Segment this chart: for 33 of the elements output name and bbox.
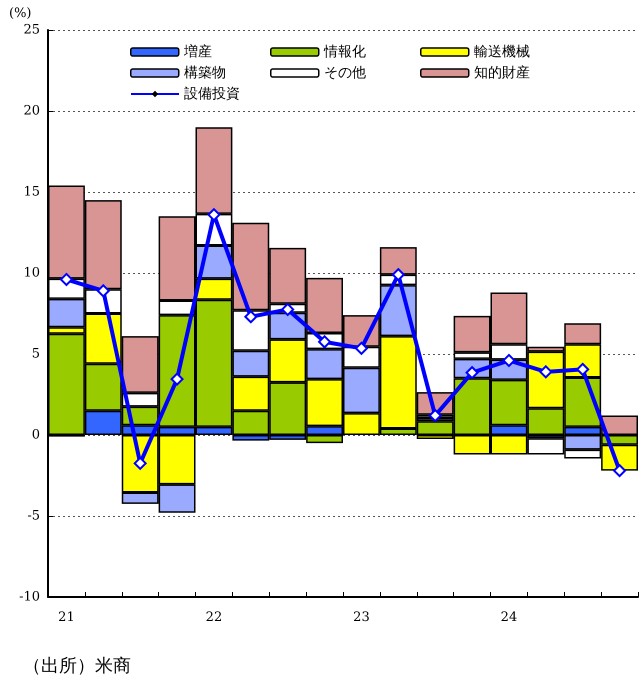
y-tick-label: 20 xyxy=(23,104,40,118)
y-axis-title: (%) xyxy=(9,6,32,21)
x-tick-label: 21 xyxy=(58,610,75,625)
legend-label: 輸送機械 xyxy=(474,44,530,60)
y-tick-label: 10 xyxy=(23,266,40,280)
legend-label: 知的財産 xyxy=(474,65,530,81)
point xyxy=(539,365,552,378)
point xyxy=(244,310,258,324)
point xyxy=(576,362,590,376)
point xyxy=(170,372,184,386)
legend-label: 設備投資 xyxy=(184,86,240,102)
y-tick-label: 5 xyxy=(32,346,40,362)
legend-label: 情報化 xyxy=(322,44,366,60)
y-tick-label: -10 xyxy=(19,590,40,604)
x-tick-label: 22 xyxy=(206,610,222,625)
point xyxy=(96,284,110,298)
x-tick-label: 24 xyxy=(500,610,518,625)
legend-label: 増産 xyxy=(182,43,212,60)
point xyxy=(281,302,294,316)
point xyxy=(428,409,442,422)
point xyxy=(502,354,516,367)
point xyxy=(354,342,368,355)
legend-label: 構築物 xyxy=(184,65,226,81)
y-tick-label: 15 xyxy=(23,184,40,200)
x-tick-label: 23 xyxy=(353,610,370,625)
legend-label: その他 xyxy=(324,65,366,81)
y-tick-label: 0 xyxy=(32,428,40,442)
point xyxy=(613,464,626,478)
y-tick-label: -5 xyxy=(27,508,40,524)
text: （出所）米商 xyxy=(23,656,131,676)
y-tick-label: 25 xyxy=(23,22,40,38)
point xyxy=(60,272,73,286)
point xyxy=(392,268,405,282)
